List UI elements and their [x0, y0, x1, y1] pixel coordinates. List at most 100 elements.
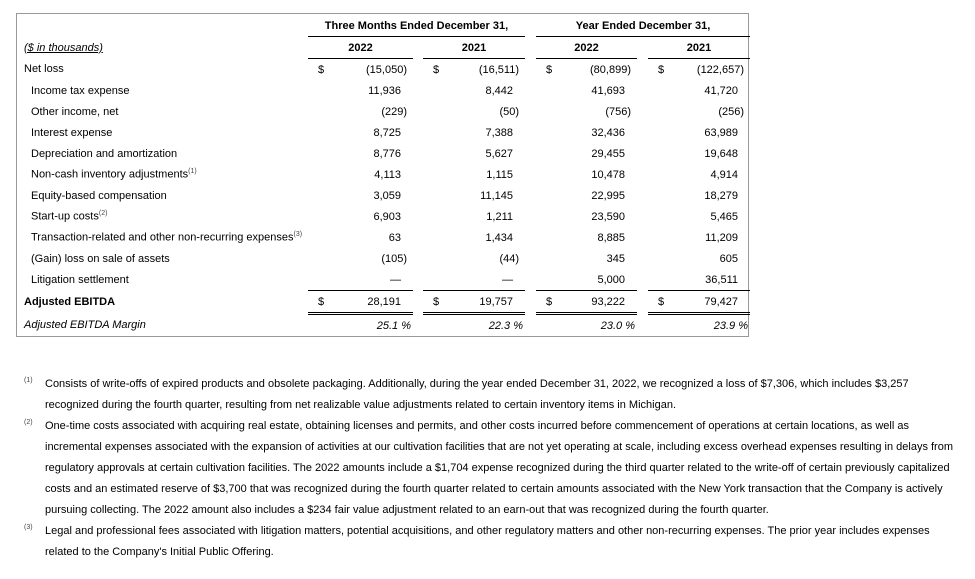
value: 1,211 — [486, 210, 513, 223]
value-cell: 41,720 — [648, 80, 750, 101]
value-cell: 23,590 — [536, 206, 637, 227]
value-cell: 29,455 — [536, 143, 637, 164]
footnote: (3) Legal and professional fees associate… — [24, 521, 954, 563]
period-header-row: Three Months Ended December 31, Year End… — [17, 15, 750, 37]
adjusted-ebitda-table: Three Months Ended December 31, Year End… — [17, 15, 750, 336]
value: (229) — [381, 105, 407, 118]
value: 63 — [388, 231, 401, 244]
table-row: Income tax expense 11,936 8,442 41,693 41,72… — [17, 80, 750, 101]
footnote: (1) Consists of write-offs of expired pro… — [24, 374, 954, 416]
value-cell: 11,145 — [423, 185, 525, 206]
currency-symbol: $ — [318, 63, 325, 76]
value-cell: 10,478 — [536, 164, 637, 185]
value: (50) — [499, 105, 519, 118]
value-cell: 1,434 — [423, 227, 525, 248]
value-cell: 5,000 — [536, 269, 637, 291]
period-year: Year Ended December 31, — [536, 15, 750, 37]
value-cell: 5,465 — [648, 206, 750, 227]
value: 11,145 — [480, 189, 513, 202]
margin-value: 23.9 % — [713, 319, 748, 332]
year-header: 2021 — [648, 36, 750, 59]
currency-symbol: $ — [658, 295, 665, 308]
value-cell: $28,191 — [308, 290, 413, 315]
value: 8,725 — [373, 126, 401, 139]
value: 23,590 — [591, 210, 625, 223]
row-label: Net loss — [24, 63, 64, 76]
value: (80,899) — [590, 63, 631, 76]
row-label: (Gain) loss on sale of assets — [31, 252, 170, 265]
value: 41,693 — [591, 84, 625, 97]
footnotes: (1) Consists of write-offs of expired pro… — [24, 374, 954, 563]
value-cell: 1,115 — [423, 164, 525, 185]
value: 36,511 — [705, 273, 738, 286]
year-header: 2021 — [423, 36, 525, 59]
value: — — [390, 273, 401, 286]
year-header: 2022 — [308, 36, 413, 59]
value: (256) — [718, 105, 744, 118]
value-cell: 36,511 — [648, 269, 750, 291]
footnote: (2) One-time costs associated with acquir… — [24, 416, 954, 521]
value-cell: (256) — [648, 101, 750, 122]
period-three-months: Three Months Ended December 31, — [308, 15, 525, 37]
value: 7,388 — [485, 126, 513, 139]
value: 18,279 — [704, 189, 738, 202]
value-cell: 605 — [648, 248, 750, 269]
value-cell: 8,442 — [423, 80, 525, 101]
value-cell: 18,279 — [648, 185, 750, 206]
value-cell: — — [308, 269, 413, 291]
footnote-text: Legal and professional fees associated w… — [45, 525, 930, 558]
value-cell: (756) — [536, 101, 637, 122]
value: (105) — [381, 252, 407, 265]
value: 19,757 — [479, 295, 513, 308]
row-label: Start-up costs — [31, 210, 99, 223]
currency-symbol: $ — [546, 295, 553, 308]
value: 5,627 — [485, 147, 513, 160]
table-row: Start-up costs(2) 6,903 1,211 23,590 5,465 — [17, 206, 750, 227]
value: 28,191 — [367, 295, 401, 308]
value: (44) — [499, 252, 519, 265]
value: 41,720 — [704, 84, 738, 97]
currency-symbol: $ — [318, 295, 325, 308]
row-label: Transaction-related and other non-recurr… — [31, 231, 294, 244]
value: 19,648 — [704, 147, 738, 160]
value-cell: $ (122,657) — [648, 59, 750, 81]
value-cell: 345 — [536, 248, 637, 269]
value: 93,222 — [591, 295, 625, 308]
value: 32,436 — [591, 126, 625, 139]
table-row: (Gain) loss on sale of assets (105) (44) 34… — [17, 248, 750, 269]
value-cell: $79,427 — [648, 290, 750, 315]
value: 5,465 — [710, 210, 738, 223]
row-label: Non-cash inventory adjustments — [31, 168, 189, 181]
row-label: Equity-based compensation — [31, 189, 167, 202]
value: (16,511) — [478, 63, 519, 76]
value: 4,914 — [710, 168, 738, 181]
value: 1,434 — [485, 231, 513, 244]
value: (122,657) — [696, 63, 744, 76]
table-row: Litigation settlement — — 5,000 36,511 — [17, 269, 750, 291]
value-cell: 8,776 — [308, 143, 413, 164]
margin-label: Adjusted EBITDA Margin — [24, 318, 146, 331]
table-row: Equity-based compensation 3,059 11,145 22,9… — [17, 185, 750, 206]
value-cell: 32,436 — [536, 122, 637, 143]
year-header: 2022 — [536, 36, 637, 59]
footnote-marker: (2) — [24, 419, 33, 426]
row-label: Income tax expense — [31, 84, 130, 97]
table-row: Transaction-related and other non-recurr… — [17, 227, 750, 248]
value-cell: $19,757 — [423, 290, 525, 315]
value: 63,989 — [704, 126, 738, 139]
currency-symbol: $ — [658, 63, 665, 76]
value-cell: 1,211 — [423, 206, 525, 227]
table-row: Non-cash inventory adjustments(1) 4,113 1,… — [17, 164, 750, 185]
value: 8,885 — [597, 231, 625, 244]
value: 11,209 — [705, 231, 738, 244]
value-cell: 19,648 — [648, 143, 750, 164]
value: 79,427 — [704, 295, 738, 308]
margin-row: Adjusted EBITDA Margin 25.1 % 22.3 % 23.0 %… — [17, 314, 750, 337]
value-cell: (105) — [308, 248, 413, 269]
row-label: Other income, net — [31, 105, 119, 118]
value: 605 — [719, 252, 738, 265]
value-cell: 8,885 — [536, 227, 637, 248]
value-cell: 11,936 — [308, 80, 413, 101]
value: 8,776 — [373, 147, 401, 160]
value-cell: 11,209 — [648, 227, 750, 248]
